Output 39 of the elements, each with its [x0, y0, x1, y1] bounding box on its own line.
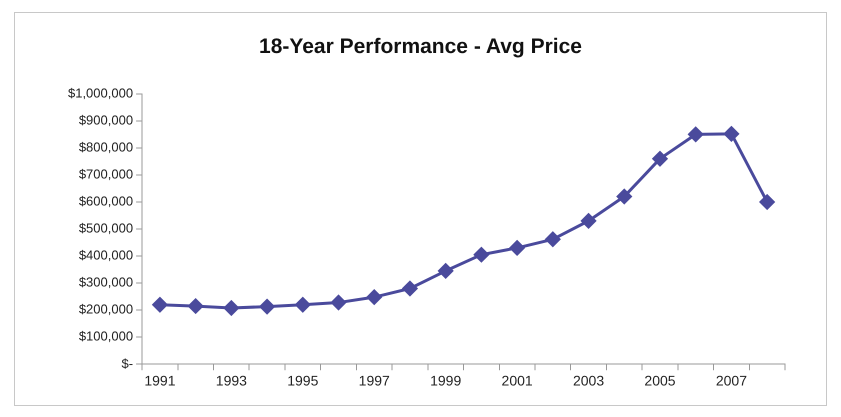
point	[724, 126, 739, 142]
x-tick-label: 1999	[430, 372, 462, 388]
chart-title: 18-Year Performance - Avg Price	[258, 35, 583, 59]
x-tick-label: 2003	[572, 372, 604, 388]
point	[366, 290, 382, 305]
point	[474, 247, 489, 262]
point	[438, 263, 454, 278]
point	[331, 295, 346, 310]
y-tick-label: $400,000	[78, 248, 134, 263]
x-tick-label: 2001	[502, 372, 533, 388]
y-tick-label: $500,000	[78, 220, 134, 236]
point	[581, 213, 596, 228]
y-tick-label: $1,000,000	[68, 85, 134, 100]
point	[260, 299, 275, 314]
y-tick-label: $300,000	[78, 274, 134, 290]
x-tick-label: 2005	[644, 372, 676, 388]
point	[760, 194, 775, 210]
point	[652, 151, 668, 166]
y-tick-label: $200,000	[78, 302, 134, 317]
point	[152, 297, 168, 312]
point	[188, 298, 204, 314]
x-tick-label: 1993	[216, 372, 248, 388]
point	[688, 126, 704, 142]
x-tick-label: 1995	[287, 372, 319, 388]
point	[616, 189, 632, 204]
point	[545, 232, 560, 247]
point	[295, 297, 310, 312]
point	[402, 280, 418, 296]
point	[510, 240, 525, 256]
x-tick-label: 2007	[716, 372, 748, 388]
y-tick-label: $-	[122, 356, 134, 371]
y-tick-label: $900,000	[78, 112, 134, 128]
y-tick-label: $600,000	[78, 194, 134, 209]
y-tick-label: $800,000	[78, 139, 134, 154]
x-tick-label: 1997	[358, 372, 390, 388]
y-tick-label: $100,000	[78, 328, 134, 344]
x-tick-label: 1991	[144, 372, 176, 388]
y-tick-label: $700,000	[78, 166, 134, 182]
point	[224, 300, 239, 316]
